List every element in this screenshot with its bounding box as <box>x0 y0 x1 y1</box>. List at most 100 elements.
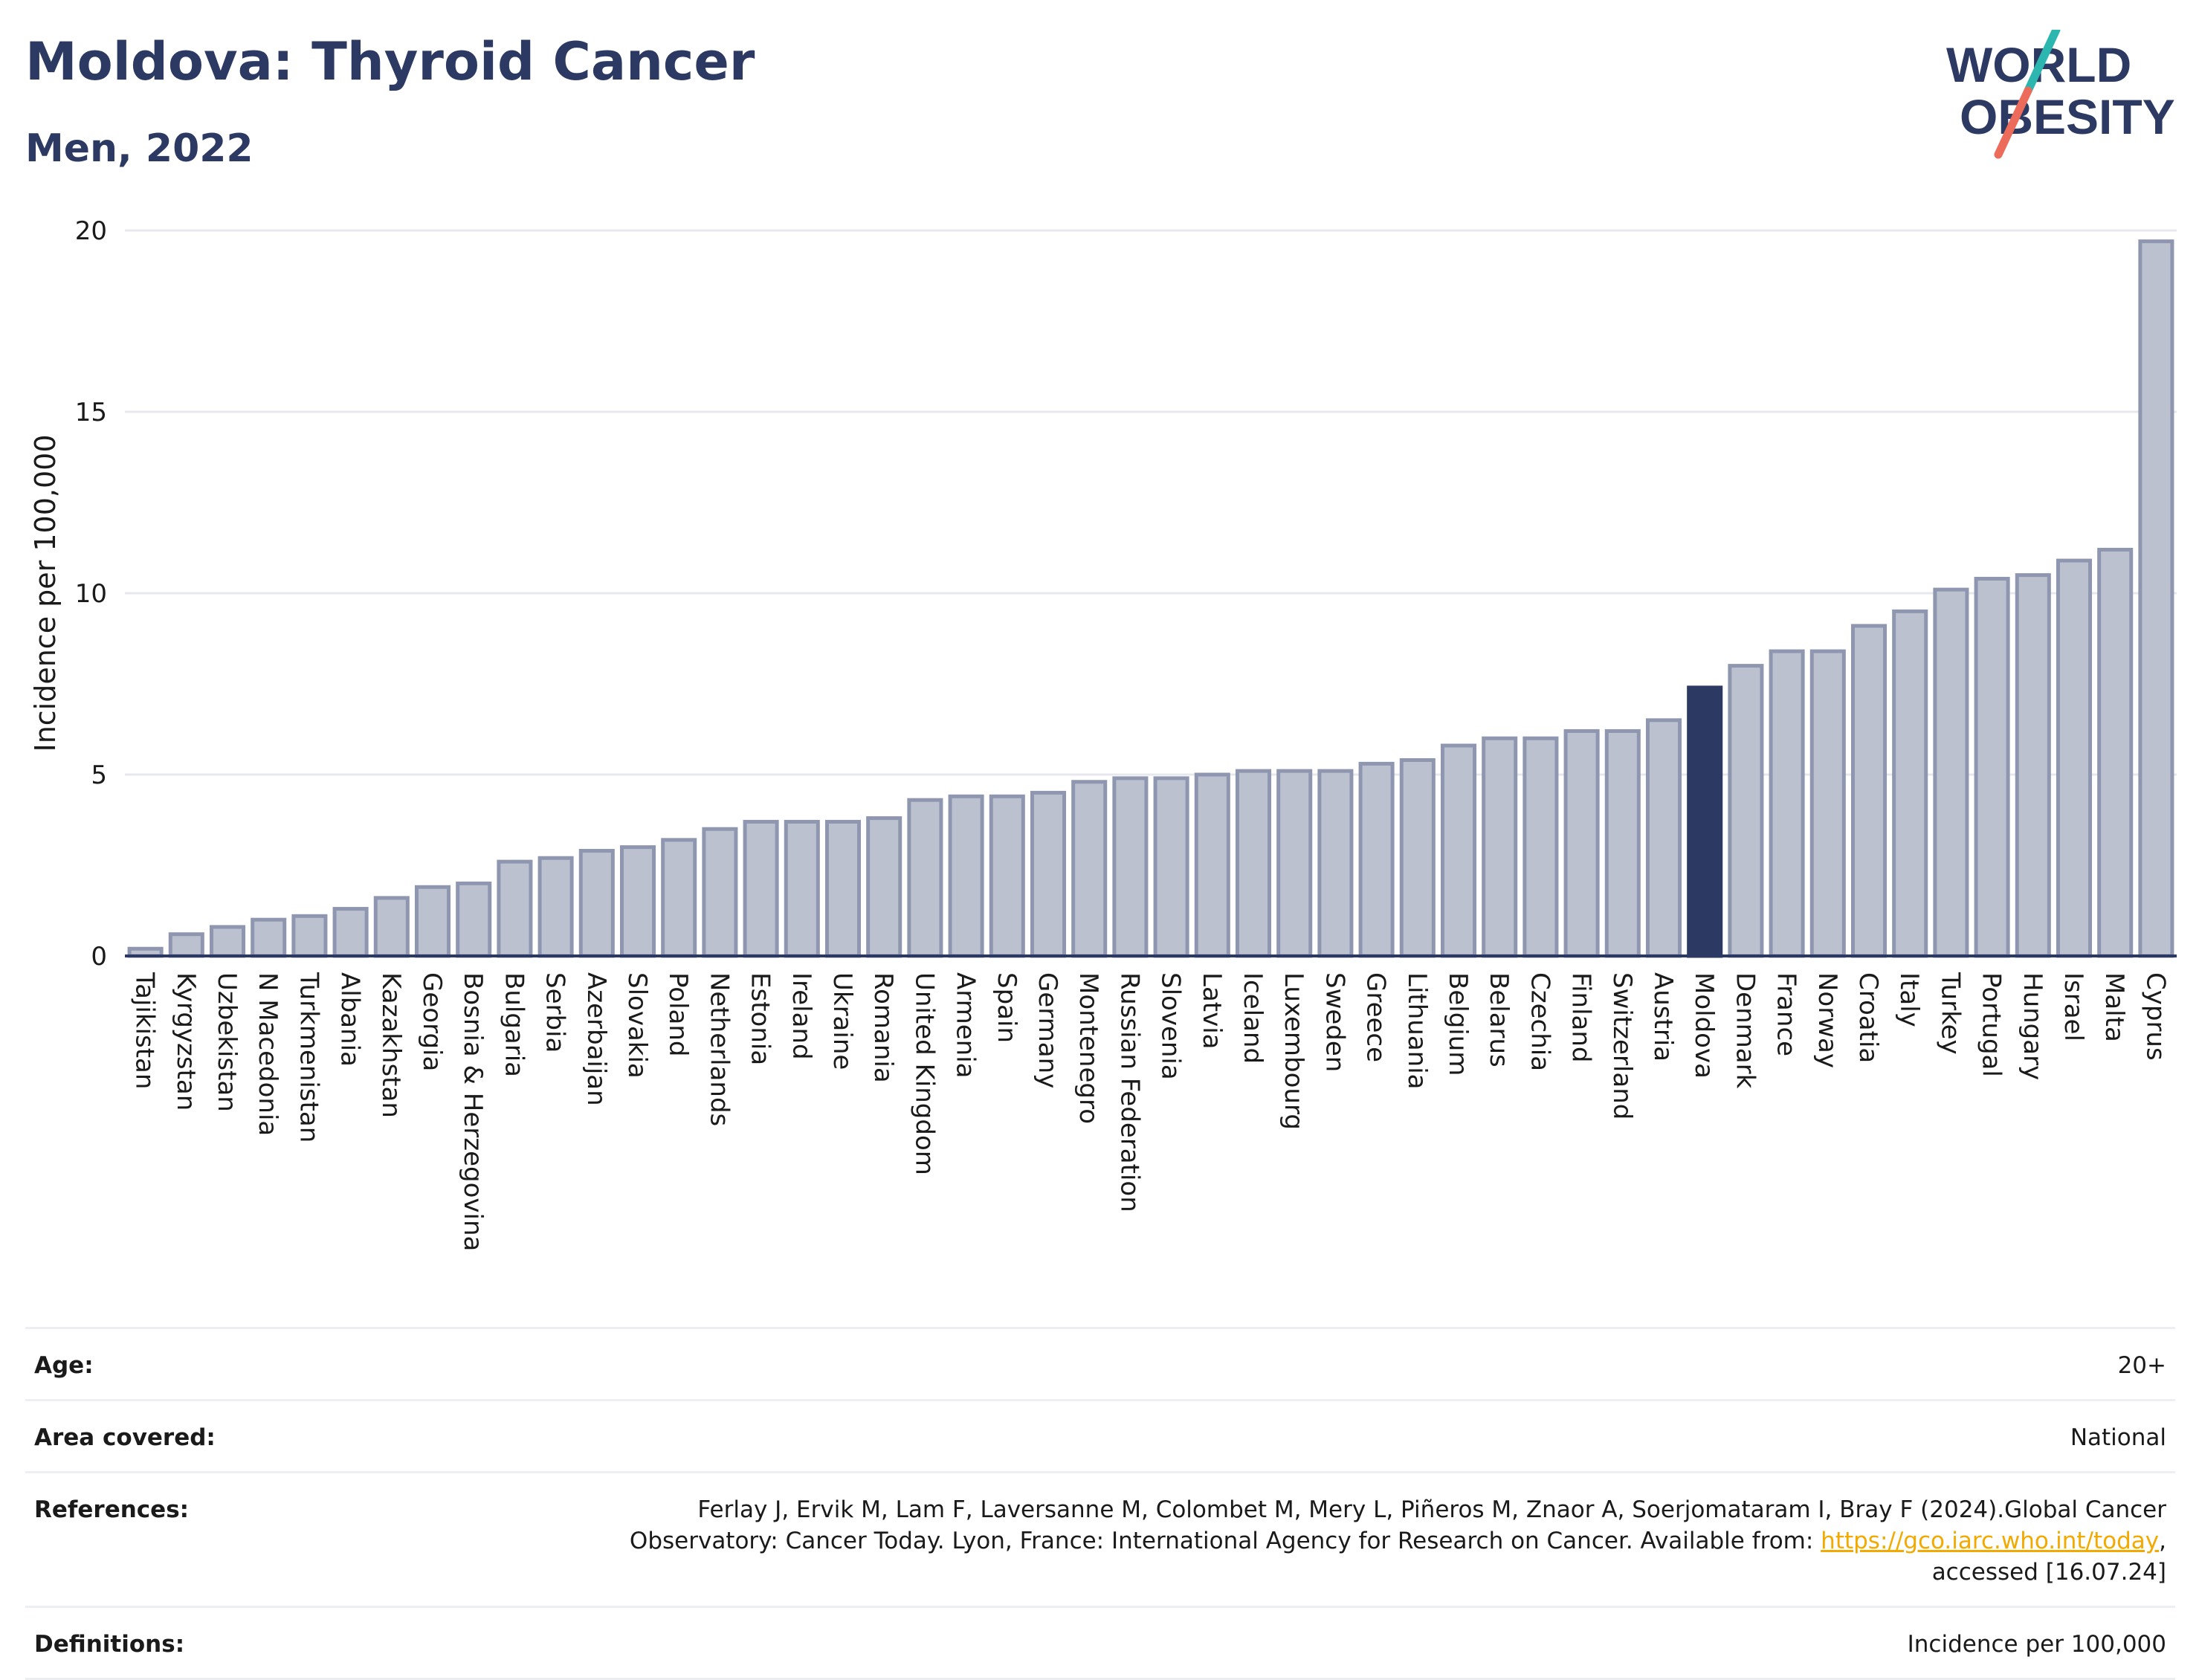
meta-value-age: 20+ <box>2117 1352 2166 1379</box>
x-tick-label: Georgia <box>417 972 447 1071</box>
bar <box>2097 547 2134 958</box>
x-tick-label: Luxembourg <box>1279 972 1308 1130</box>
x-tick-label: Turkey <box>1935 972 1965 1055</box>
logo-slash-teal <box>2024 30 2061 95</box>
x-tick-label: Cyprus <box>2140 972 2170 1061</box>
bar <box>332 907 369 958</box>
bar <box>1850 624 1888 958</box>
bar <box>824 819 862 958</box>
bar <box>209 925 246 958</box>
bar <box>1317 769 1354 958</box>
references-link[interactable]: https://gco.iarc.who.int/today <box>1821 1528 2160 1554</box>
meta-key-references: References: <box>34 1496 190 1523</box>
x-tick-label: Latvia <box>1197 972 1227 1050</box>
y-tick-label: 10 <box>75 579 107 609</box>
references-line-3: accessed [16.07.24] <box>1931 1559 2166 1586</box>
world-obesity-logo: WORLD OBESITY <box>1946 30 2175 159</box>
x-tick-label: Estonia <box>746 972 775 1065</box>
x-tick-label: Germany <box>1033 972 1062 1088</box>
meta-key-definitions: Definitions: <box>34 1631 185 1658</box>
x-tick-label: Turkmenistan <box>294 972 323 1143</box>
chart-subtitle: Men, 2022 <box>25 126 254 171</box>
bar <box>1604 728 1641 958</box>
bar <box>866 816 902 958</box>
meta-key-age: Age: <box>34 1352 94 1379</box>
meta-value-area: National <box>2070 1424 2166 1451</box>
bar <box>373 896 410 958</box>
x-tick-label: Moldova <box>1689 972 1719 1079</box>
meta-row-area: Area covered: National <box>25 1401 2175 1473</box>
x-tick-label: Tajikistan <box>130 972 160 1089</box>
bar <box>784 819 820 958</box>
x-tick-label: Malta <box>2099 972 2129 1042</box>
logo-slash-coral <box>1994 86 2032 159</box>
x-tick-label: Greece <box>1361 972 1391 1062</box>
x-tick-label: Albania <box>335 972 365 1067</box>
x-tick-label: Austria <box>1648 972 1678 1062</box>
y-tick-label: 15 <box>75 398 107 427</box>
bar <box>1440 743 1477 958</box>
y-tick-label: 20 <box>75 216 107 246</box>
bar <box>578 848 615 958</box>
x-tick-label: Ukraine <box>827 972 857 1070</box>
bar <box>702 827 738 958</box>
x-tick-label: Israel <box>2058 972 2088 1041</box>
bar <box>743 819 779 958</box>
x-tick-label: Belarus <box>1484 972 1514 1067</box>
x-tick-label: Montenegro <box>1073 972 1103 1124</box>
x-tick-label: N Macedonia <box>253 972 282 1136</box>
logo-text-obesity: OBESITY <box>1960 89 2175 144</box>
meta-row-age: Age: 20+ <box>25 1329 2175 1401</box>
x-tick-label: Italy <box>1894 972 1924 1027</box>
bar <box>1153 776 1189 958</box>
bar <box>1071 780 1108 958</box>
x-tick-label: Croatia <box>1853 972 1883 1063</box>
bar <box>2056 558 2093 958</box>
bar <box>1645 718 1682 958</box>
meta-row-references: References: Ferlay J, Ervik M, Lam F, La… <box>25 1473 2175 1608</box>
x-tick-label: Bosnia & Herzegovina <box>458 972 488 1251</box>
x-tick-label: Bulgaria <box>499 972 529 1077</box>
x-tick-label: Finland <box>1566 972 1596 1063</box>
bar <box>291 914 328 958</box>
meta-row-definitions: Definitions: Incidence per 100,000 <box>25 1608 2175 1680</box>
x-tick-label: Iceland <box>1238 972 1268 1064</box>
bar <box>1769 649 1805 958</box>
x-tick-label: Russian Federation <box>1114 972 1144 1212</box>
bar <box>537 856 574 958</box>
bar <box>251 917 287 958</box>
x-tick-label: Lithuania <box>1402 972 1432 1089</box>
bar <box>1892 609 1928 958</box>
bar <box>661 838 697 958</box>
x-tick-label: France <box>1772 972 1801 1056</box>
x-tick-label: Uzbekistan <box>212 972 242 1112</box>
x-tick-label: Slovakia <box>622 972 652 1079</box>
x-tick-label: Spain <box>992 972 1021 1043</box>
meta-key-area: Area covered: <box>34 1424 216 1451</box>
x-tick-label: Kazakhstan <box>376 972 406 1118</box>
x-tick-label: Romania <box>868 972 898 1083</box>
bar <box>1235 769 1272 958</box>
x-tick-label: Ireland <box>787 972 816 1060</box>
x-tick-label: Serbia <box>540 972 570 1053</box>
x-tick-label: Denmark <box>1730 972 1760 1089</box>
x-tick-label: Armenia <box>951 972 981 1079</box>
metadata-table: Age: 20+ Area covered: National Referenc… <box>25 1327 2175 1680</box>
bar <box>168 932 204 958</box>
bar <box>1358 761 1395 958</box>
meta-value-references: Ferlay J, Ervik M, Lam F, Laversanne M, … <box>630 1494 2166 1588</box>
x-tick-label: Kyrgyzstan <box>171 972 201 1111</box>
x-tick-label: Czechia <box>1525 972 1554 1071</box>
bar <box>1728 664 1764 958</box>
bar <box>1030 790 1067 958</box>
x-tick-label: Netherlands <box>704 972 734 1126</box>
bar <box>989 794 1025 958</box>
references-line-2-prefix: Observatory: Cancer Today. Lyon, France:… <box>629 1528 1821 1554</box>
x-tick-label: Belgium <box>1443 972 1473 1076</box>
bar <box>1974 576 2010 958</box>
y-tick-label: 0 <box>91 942 107 972</box>
bar <box>414 885 451 958</box>
x-tick-label: United Kingdom <box>909 972 939 1175</box>
bar <box>497 859 533 958</box>
references-line-1: Ferlay J, Ervik M, Lam F, Laversanne M, … <box>697 1496 2166 1523</box>
